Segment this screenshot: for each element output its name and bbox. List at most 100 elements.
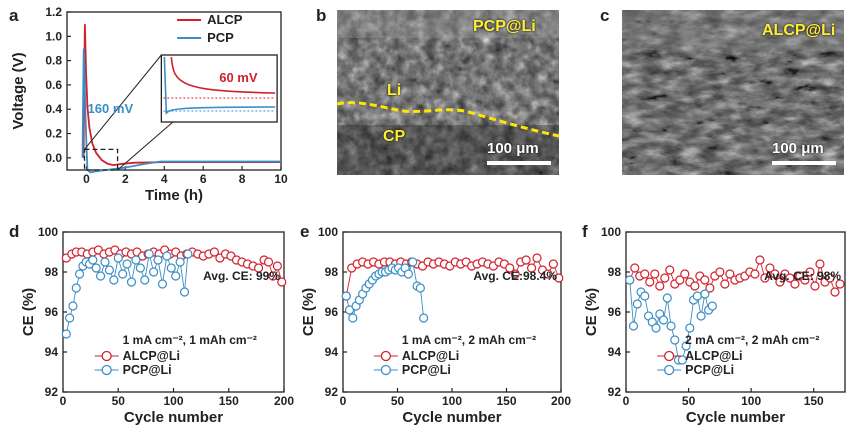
data-point-f-alcp-li — [760, 273, 770, 283]
x-tick-label-f: 50 — [682, 394, 696, 408]
avg-ce-label-d: Avg. CE: 99% — [203, 269, 280, 283]
data-point-d-pcp-li — [100, 257, 110, 267]
data-point-e-pcp-li — [408, 257, 418, 267]
panel-letter-c: c — [600, 6, 610, 25]
condition-label-e: 1 mA cm⁻², 2 mAh cm⁻² — [402, 333, 536, 347]
panel-letter-d: d — [9, 222, 20, 241]
y-axis-label-e: CE (%) — [300, 288, 317, 336]
y-tick-label-a: 0.2 — [45, 127, 62, 141]
y-tick-label-e: 92 — [325, 385, 339, 399]
data-point-d-pcp-li — [171, 271, 181, 281]
y-tick-label-f: 94 — [608, 345, 622, 359]
label-cp: CP — [383, 128, 406, 145]
x-tick-label-a: 0 — [83, 172, 90, 186]
data-point-d-pcp-li — [104, 265, 115, 275]
x-axis-label-a: Time (h) — [145, 187, 203, 204]
inset-frame — [160, 54, 278, 123]
data-point-f-alcp-li — [665, 265, 675, 275]
label-pcp-li: PCP@Li — [473, 18, 536, 35]
data-point-f-pcp-li — [625, 275, 635, 285]
data-point-f-pcp-li — [670, 335, 680, 345]
x-tick-label-d: 100 — [163, 394, 183, 408]
scale-text-c: 100 μm — [772, 140, 824, 157]
legend-label-d-0: ALCP@Li — [123, 349, 180, 363]
data-point-f-pcp-li — [707, 301, 717, 311]
data-point-f-pcp-li — [685, 323, 695, 333]
y-axis-label-f: CE (%) — [583, 288, 600, 336]
plot-frame-a — [66, 11, 282, 171]
y-tick-label-e: 100 — [318, 225, 338, 239]
data-point-d-pcp-li — [153, 255, 163, 265]
data-point-f-alcp-li — [755, 255, 765, 265]
sem-image-b: PCP@Li Li CP 100 μm — [337, 10, 559, 175]
zoom-box — [83, 148, 119, 171]
data-point-f-pcp-li — [628, 321, 639, 331]
x-tick-label-a: 8 — [239, 172, 246, 186]
y-tick-label-e: 98 — [325, 265, 339, 279]
data-point-f-alcp-li — [835, 279, 845, 289]
legend-label-pcp: PCP — [207, 30, 234, 45]
legend-marker-d-1 — [101, 364, 112, 376]
legend-label-f-0: ALCP@Li — [685, 349, 742, 363]
data-point-d-pcp-li — [109, 275, 119, 285]
data-point-f-pcp-li — [696, 311, 706, 321]
data-point-d-pcp-li — [68, 301, 78, 311]
y-tick-label-a: 0.0 — [45, 151, 62, 165]
x-tick-label-a: 4 — [161, 172, 168, 186]
legend-label-d-1: PCP@Li — [123, 363, 172, 377]
y-axis-label-d: CE (%) — [20, 288, 37, 336]
data-point-f-alcp-li — [660, 273, 670, 283]
data-point-e-alcp-li — [548, 259, 558, 269]
avg-ce-label-f: Avg. CE: 98% — [764, 269, 841, 283]
data-point-d-pcp-li — [95, 271, 106, 281]
label-li: Li — [387, 82, 402, 99]
y-tick-label-a: 0.8 — [45, 54, 62, 68]
y-tick-label-a: 0.6 — [45, 78, 62, 92]
panel-letter-a: a — [9, 6, 19, 25]
data-point-e-alcp-li — [554, 273, 564, 283]
data-point-f-alcp-li — [810, 281, 820, 291]
inset-alcp-line — [170, 56, 276, 94]
x-tick-label-f: 100 — [741, 394, 761, 408]
legend-label-alcp: ALCP — [207, 12, 243, 27]
x-tick-label-e: 0 — [340, 394, 347, 408]
x-tick-label-a: 10 — [274, 172, 288, 186]
data-point-e-alcp-li — [510, 269, 520, 279]
data-point-e-pcp-li — [403, 269, 413, 279]
condition-label-d: 1 mA cm⁻², 1 mAh cm⁻² — [123, 333, 257, 347]
data-point-e-alcp-li — [521, 255, 531, 265]
data-point-f-alcp-li — [715, 267, 725, 277]
data-point-f-alcp-li — [630, 263, 640, 273]
data-point-d-pcp-li — [166, 263, 176, 273]
y-tick-label-d: 100 — [38, 225, 58, 239]
sem-image-c: ALCP@Li 100 μm — [622, 10, 844, 175]
data-point-f-alcp-li — [650, 269, 660, 279]
legend-label-e-1: PCP@Li — [402, 363, 451, 377]
data-point-e-alcp-li — [543, 269, 553, 279]
data-point-d-pcp-li — [74, 269, 85, 279]
data-point-f-alcp-li — [800, 275, 810, 285]
legend-marker-e-0 — [380, 350, 392, 362]
data-point-f-pcp-li — [632, 299, 642, 309]
data-point-d-pcp-li — [131, 255, 141, 265]
x-tick-label-e: 100 — [442, 394, 462, 408]
data-point-d-pcp-li — [71, 283, 81, 293]
data-point-d-pcp-li — [118, 269, 128, 279]
label-alcp-li: ALCP@Li — [762, 22, 836, 39]
data-point-d-pcp-li — [179, 287, 190, 297]
data-point-f-alcp-li — [725, 269, 735, 279]
data-point-f-alcp-li — [765, 263, 775, 273]
data-point-d-pcp-li — [149, 267, 159, 277]
condition-label-f: 2 mA cm⁻², 2 mAh cm⁻² — [685, 333, 819, 347]
data-point-f-alcp-li — [675, 275, 685, 285]
x-tick-label-d: 150 — [219, 394, 239, 408]
data-point-d-alcp-li — [253, 263, 264, 273]
series-line-pcp — [81, 48, 281, 174]
panel-letter-e: e — [300, 222, 310, 241]
data-point-d-pcp-li — [144, 249, 154, 259]
data-point-d-pcp-li — [122, 259, 132, 269]
x-tick-label-a: 2 — [122, 172, 129, 186]
data-point-f-alcp-li — [775, 277, 785, 287]
data-point-e-alcp-li — [505, 263, 515, 273]
